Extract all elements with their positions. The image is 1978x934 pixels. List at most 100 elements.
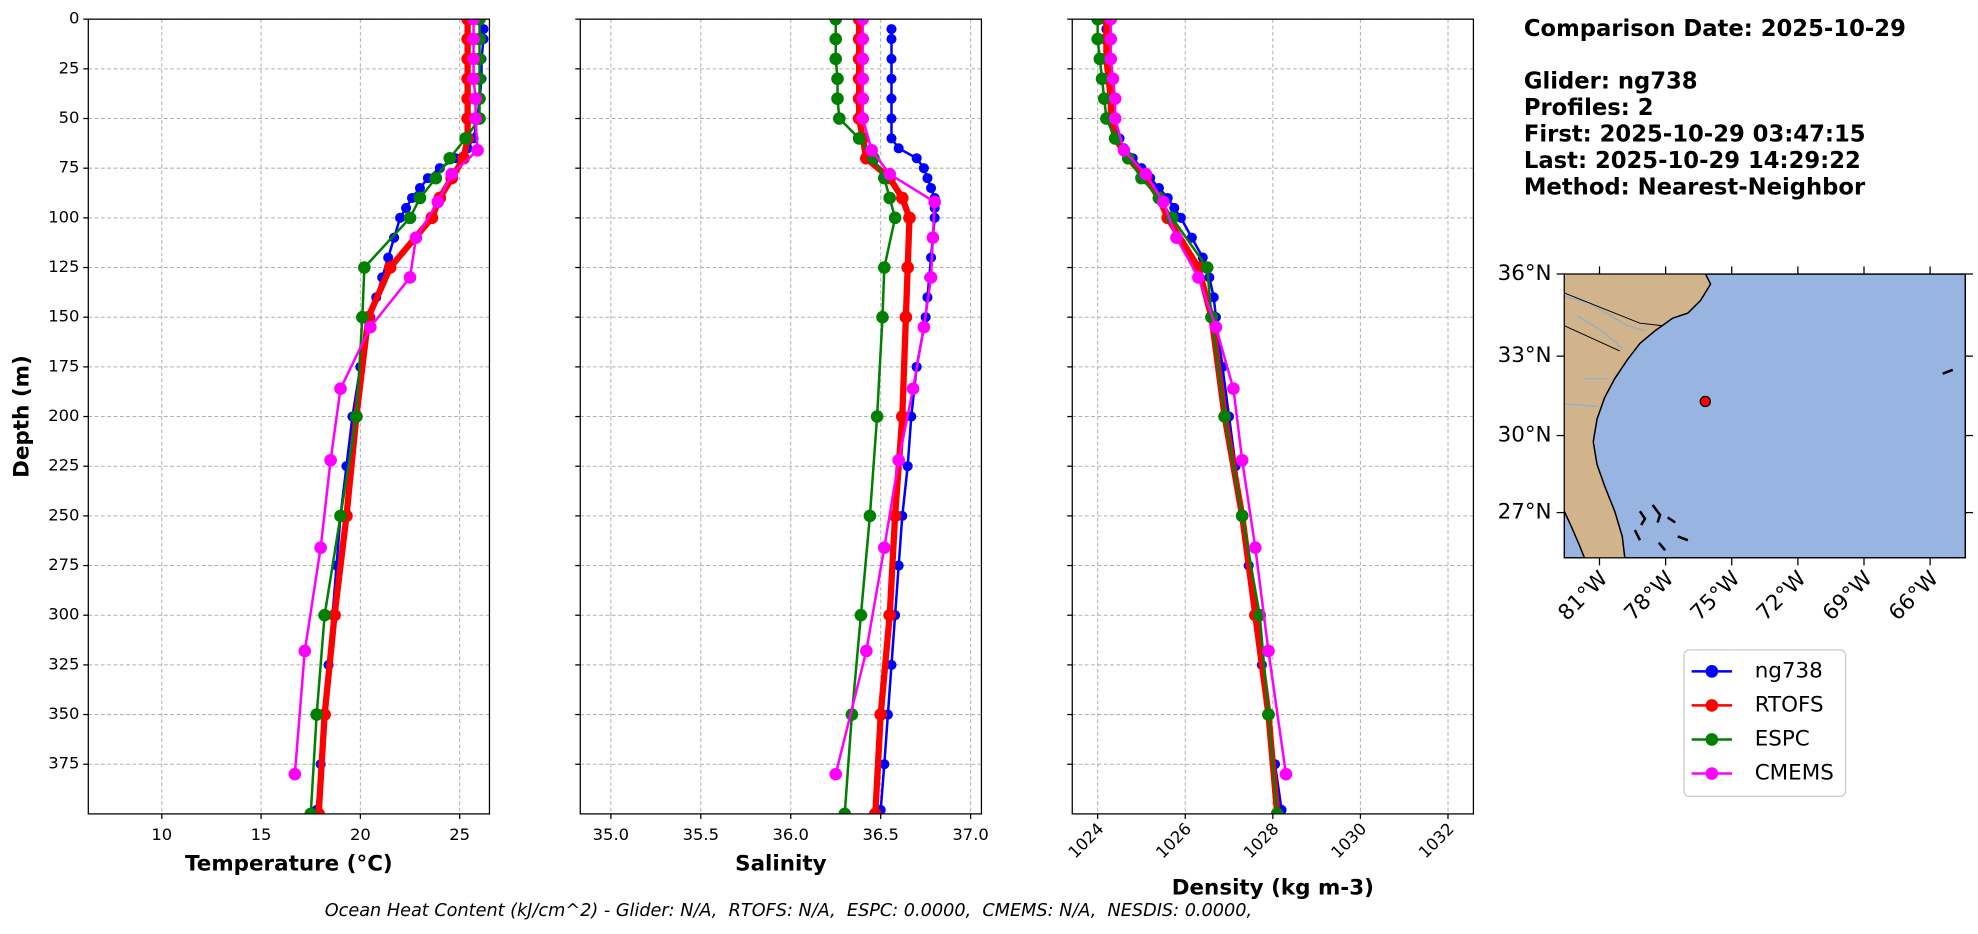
profile-point [1095,72,1109,86]
y-tick-label: 75 [59,158,80,177]
profile-point [886,113,897,124]
x-tick-label: 25 [449,825,470,844]
profile-point [1104,19,1118,26]
y-tick-label: 150 [48,307,79,326]
profile-point [1262,708,1275,721]
y-tick-label: 36°N [1498,261,1552,286]
x-tick-label: 1024 [1065,819,1108,862]
profile-point [1106,72,1120,86]
profile-point [829,32,843,46]
info-line: Profiles: 2 [1524,95,1654,121]
profile-point [1104,52,1118,66]
x-tick-label: 35.0 [593,825,629,844]
profile-point [409,231,423,245]
profile-point [469,112,482,125]
y-tick-label: 225 [48,456,79,475]
axes-frame [579,18,983,815]
profile-point [445,167,459,181]
profile-point [856,52,870,66]
x-tick-label: 66°W [1884,566,1944,626]
profile-point [413,191,427,205]
profile-point [903,211,916,225]
profile-point [888,509,902,523]
profile-point [838,807,852,814]
profile-point [888,211,902,225]
profile-point [358,261,371,274]
profile-point [467,19,480,26]
profile-point [429,171,443,185]
profile-point [883,191,896,205]
profile-point [886,33,897,45]
profile-point [1139,167,1153,181]
x-tick-label: 15 [251,825,272,844]
x-tick-label: 1028 [1240,819,1283,862]
profile-point [1262,644,1275,658]
x-tick-label: 37.0 [952,825,988,844]
profile-point [288,767,302,781]
x-axis-label: Salinity [735,851,826,876]
profile-point [829,767,843,781]
info-line: Last: 2025-10-29 14:29:22 [1524,148,1861,174]
info-line: Glider: ng738 [1524,69,1698,95]
profile-point [350,410,363,423]
profile-point [363,320,377,334]
profile-point [395,212,406,223]
footer: Ocean Heat Content (kJ/cm^2) - Glider: N… [325,901,1252,921]
profile-point [856,92,870,105]
legend-marker [1705,767,1719,780]
x-tick-label: 20 [350,825,371,844]
profile-point [856,112,870,125]
borders [1564,292,1663,352]
y-tick-label: 25 [59,58,80,77]
profile-point [886,93,897,104]
info-line: Method: Nearest-Neighbor [1524,175,1866,201]
y-tick-label: 27°N [1498,500,1552,525]
profile-point [1279,767,1293,781]
x-axis-label: Density (kg m-3) [1172,875,1374,900]
profile-point [1218,410,1231,423]
x-tick-label: 72°W [1752,566,1812,626]
legend-marker [1705,665,1719,678]
profile-point [1270,807,1284,814]
profile-point [471,143,484,157]
x-tick-label: 69°W [1818,566,1878,626]
legend-label: CMEMS [1755,761,1834,786]
profile-point [911,153,922,164]
profile-point [383,261,397,274]
profile-point [1104,32,1118,46]
y-tick-label: 50 [59,108,80,127]
plot-area [288,19,489,814]
profile-point [1197,252,1208,263]
profile-point [389,232,400,243]
profile-point [906,382,920,396]
profile-point [403,211,417,225]
y-tick-label: 275 [48,555,79,574]
profile-point [901,261,914,274]
y-tick-label: 100 [48,207,79,226]
profile-point [893,560,904,571]
y-tick-label: 125 [48,257,79,276]
x-tick-label: 10 [151,825,172,844]
profile-point [1235,509,1249,523]
x-tick-label: 35.5 [683,825,719,844]
profile-point [1175,212,1186,223]
legend-label: RTOFS [1755,692,1824,717]
profile-point [414,183,425,194]
profile-line [1105,29,1283,811]
profile-point [918,163,929,174]
profile-point [886,659,897,670]
y-tick-label: 33°N [1498,343,1552,368]
profile-point [467,72,480,86]
profile-point [431,195,445,209]
profile-point [318,608,331,622]
profile-point [1200,261,1214,274]
profile-point [868,807,882,814]
profile-point [831,92,844,105]
y-tick-label: 325 [48,654,79,673]
x-tick-label: 1026 [1152,819,1195,862]
axes-frame [1071,18,1475,815]
profile-point [443,151,457,165]
profile-point [926,231,940,245]
profile-point [883,608,896,622]
x-tick-label: 81°W [1553,566,1613,626]
